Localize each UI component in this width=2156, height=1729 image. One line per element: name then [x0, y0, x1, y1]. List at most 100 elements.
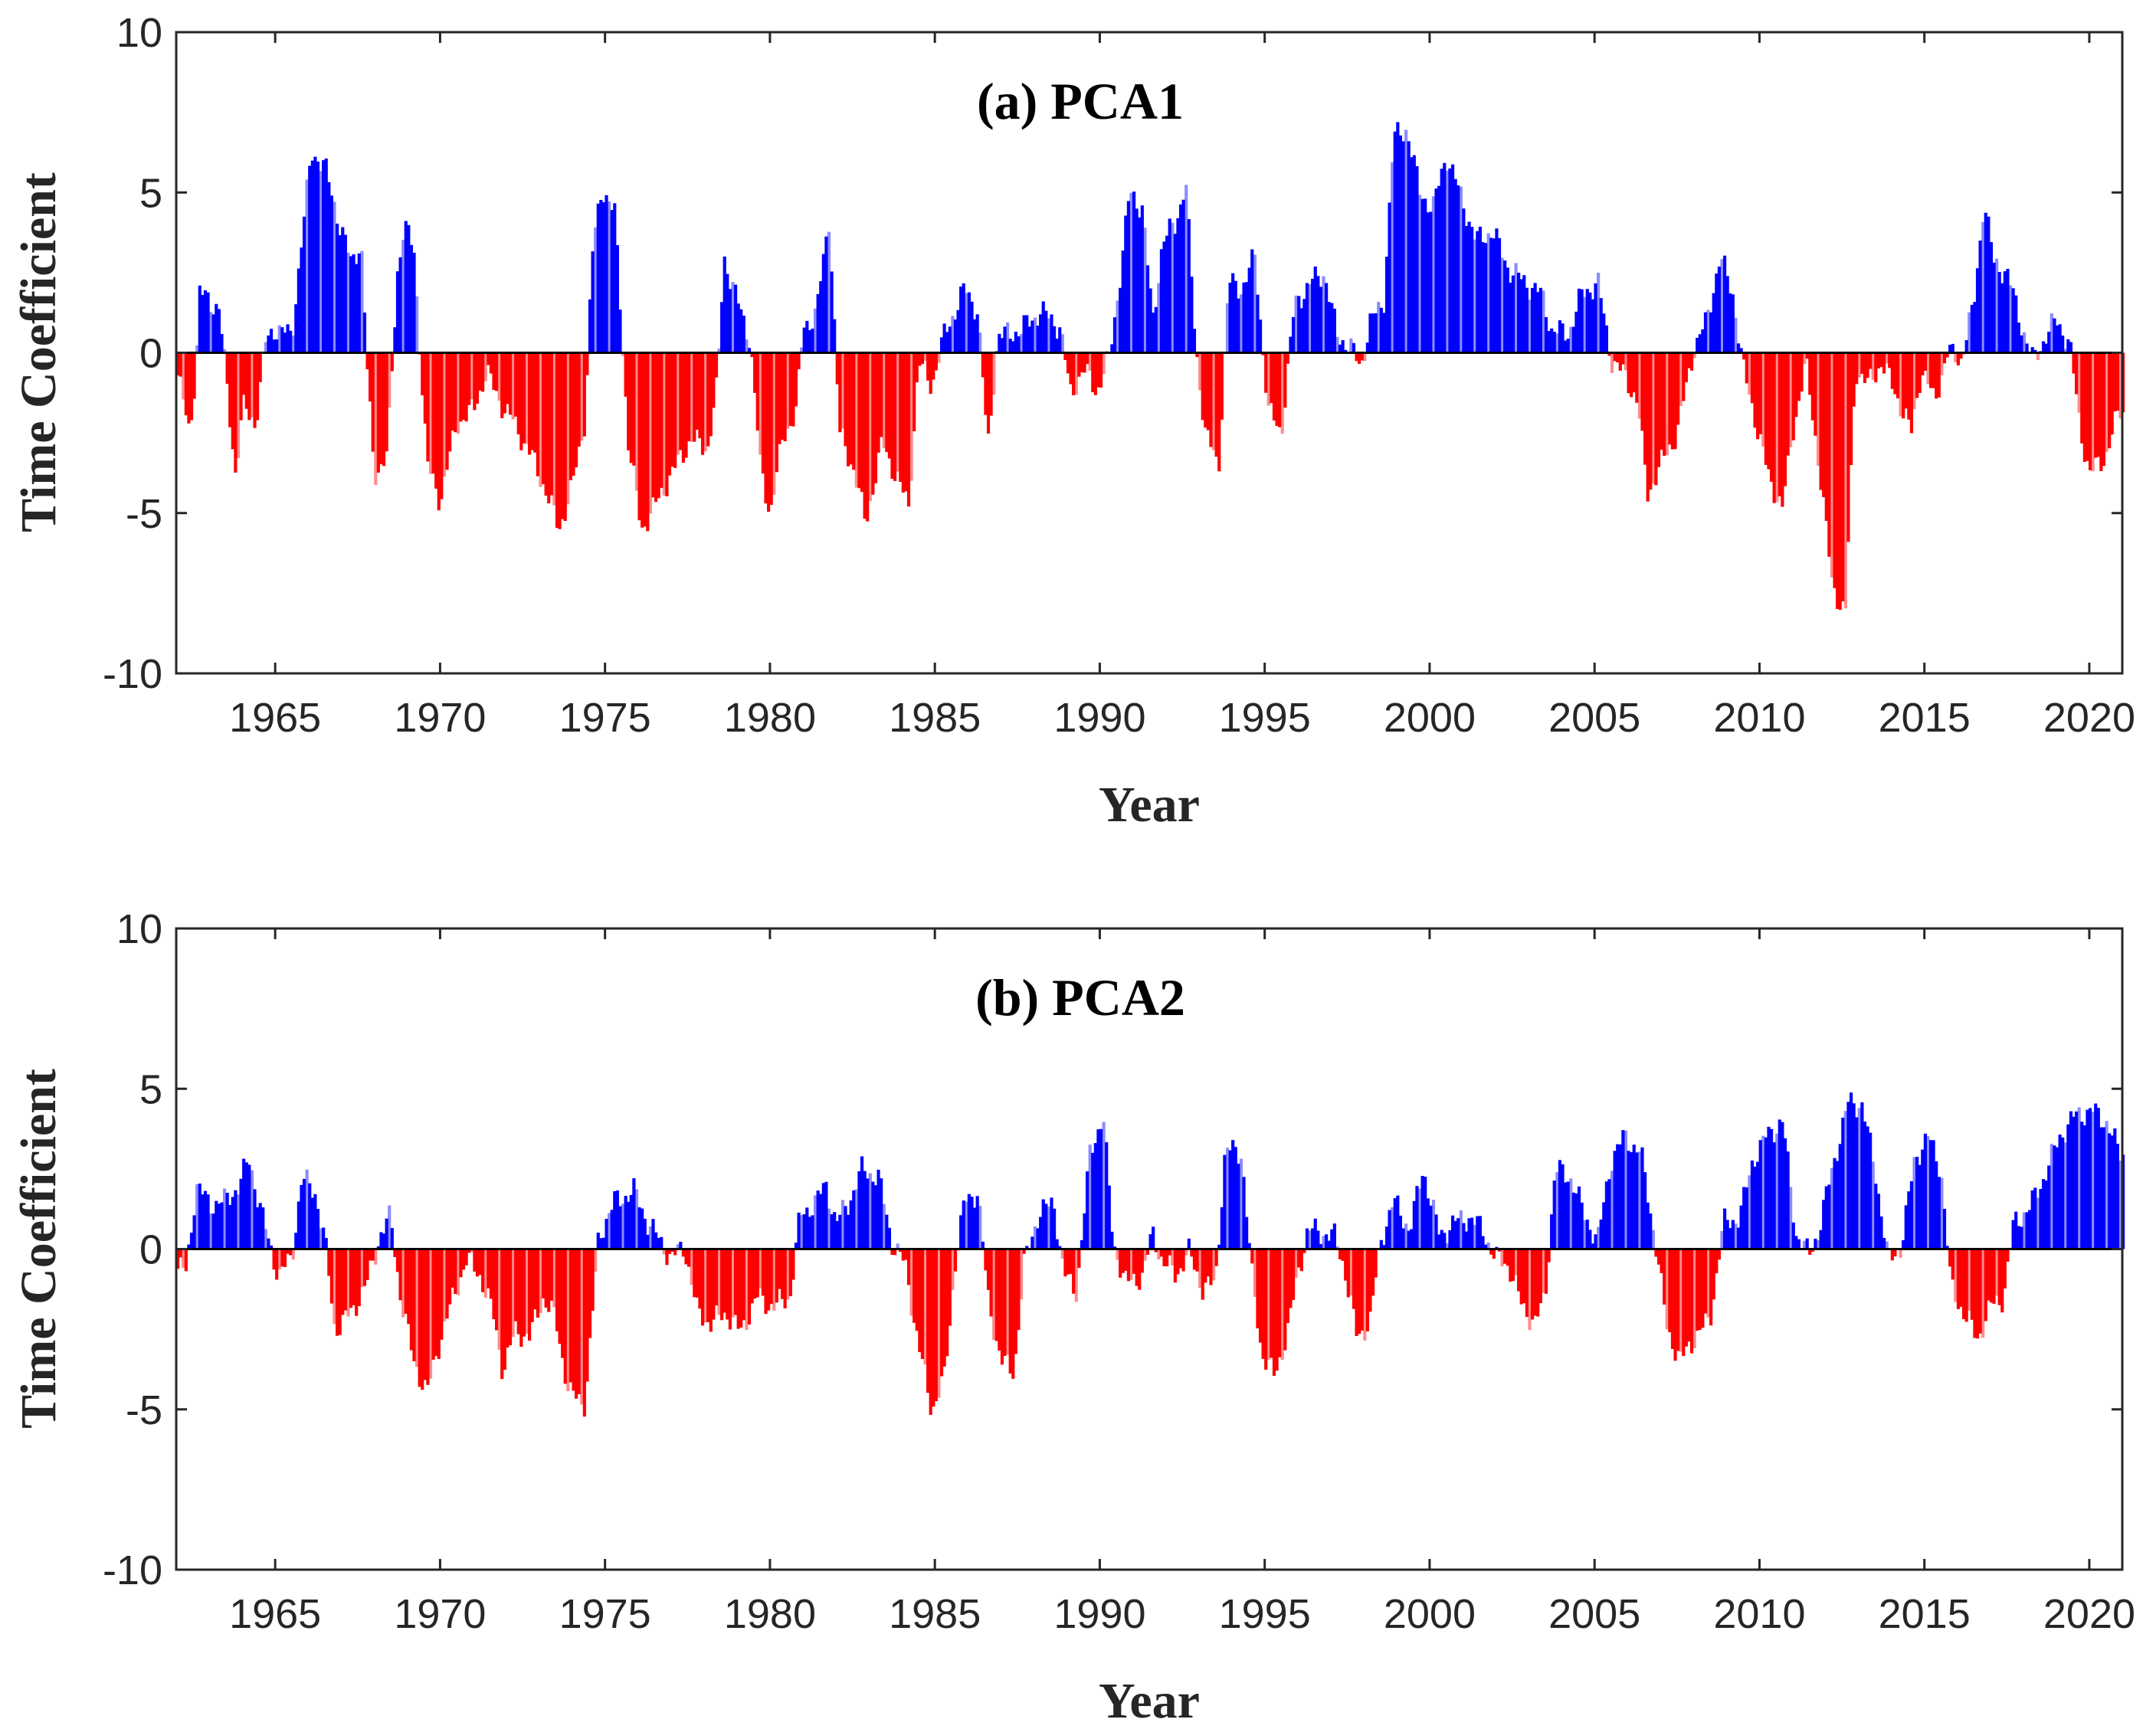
bar-pca1	[1918, 352, 1922, 393]
bar-pca2	[654, 1232, 658, 1249]
bar-pca2	[1989, 1249, 1994, 1303]
bar-pca2	[1550, 1214, 1554, 1249]
bar-pca2	[1904, 1205, 1908, 1249]
bar-pca1	[1561, 323, 1565, 353]
bar-pca1	[1253, 254, 1257, 353]
bar-pca1	[1294, 295, 1298, 353]
bar-pca1	[1715, 273, 1719, 353]
bar-pca2	[613, 1191, 617, 1249]
bar-pca2	[2088, 1108, 2092, 1249]
bar-pca2	[1533, 1249, 1537, 1316]
bar-pca1	[1928, 352, 1933, 388]
bar-pca1	[541, 352, 546, 485]
bar-pca2	[978, 1206, 982, 1249]
bar-pca1	[827, 231, 831, 353]
bar-pca2	[434, 1249, 438, 1357]
bar-pca2	[1660, 1249, 1663, 1273]
bar-pca2	[1360, 1249, 1364, 1331]
bar-pca1	[1311, 278, 1315, 353]
bar-pca1	[297, 268, 300, 353]
bar-pca2	[651, 1219, 655, 1249]
bar-pca2	[1327, 1240, 1331, 1249]
bar-pca1	[1478, 226, 1483, 353]
x-tick-label-pca2: 1985	[889, 1591, 981, 1637]
bar-pca1	[1942, 352, 1947, 364]
x-tick-label-pca1: 1965	[229, 695, 321, 741]
bar-pca2	[1341, 1249, 1345, 1261]
bar-pca2	[1767, 1126, 1771, 1249]
bar-pca2	[945, 1249, 949, 1357]
bar-pca1	[467, 352, 471, 405]
bar-pca2	[1096, 1129, 1100, 1249]
bar-pca2	[1379, 1239, 1383, 1249]
bar-pca2	[1517, 1249, 1521, 1292]
bar-pca2	[1192, 1249, 1197, 1270]
bar-pca1	[1398, 135, 1403, 353]
bar-pca1	[1756, 352, 1760, 440]
bar-pca2	[393, 1249, 397, 1257]
bar-pca2	[525, 1249, 529, 1334]
bar-pca1	[313, 156, 317, 353]
bar-pca1	[1148, 288, 1152, 353]
bar-pca2	[1981, 1249, 1985, 1338]
bar-pca2	[1445, 1243, 1449, 1249]
bar-pca2	[1119, 1249, 1122, 1278]
bar-pca1	[1368, 313, 1372, 353]
bar-pca1	[231, 352, 234, 450]
bar-pca2	[791, 1249, 795, 1280]
bar-pca2	[1932, 1140, 1935, 1249]
bar-pca1	[1607, 352, 1611, 356]
bar-pca2	[1338, 1249, 1342, 1259]
bar-pca1	[376, 352, 380, 473]
bar-pca1	[833, 319, 837, 353]
bar-pca1	[2094, 352, 2098, 458]
bar-pca2	[423, 1249, 427, 1380]
bar-pca2	[195, 1184, 199, 1249]
bar-pca2	[379, 1232, 383, 1249]
bar-pca1	[791, 352, 795, 427]
bar-pca1	[327, 182, 331, 353]
bar-pca1	[1689, 352, 1694, 371]
bar-pca2	[341, 1249, 345, 1315]
bar-pca2	[745, 1249, 749, 1330]
bar-pca2	[1489, 1249, 1493, 1255]
bar-pca1	[1344, 349, 1348, 353]
bar-pca2	[1566, 1181, 1570, 1249]
bar-pca2	[2033, 1187, 2037, 1249]
bar-pca2	[1692, 1249, 1696, 1348]
bar-pca2	[1308, 1230, 1312, 1249]
bar-pca1	[929, 352, 932, 395]
bar-pca1	[360, 251, 364, 353]
bar-pca2	[761, 1249, 765, 1296]
bar-pca1	[1909, 352, 1914, 434]
bar-pca2	[1462, 1223, 1466, 1249]
bar-pca1	[1522, 275, 1526, 353]
bar-pca1	[1143, 228, 1147, 353]
bar-pca1	[1948, 345, 1952, 353]
bar-pca2	[1703, 1249, 1708, 1314]
bar-pca1	[1902, 352, 1905, 419]
bar-pca2	[1464, 1231, 1469, 1249]
bar-pca1	[1132, 192, 1136, 353]
bar-pca1	[1393, 131, 1397, 353]
bar-pca2	[844, 1206, 847, 1249]
bar-pca1	[1014, 331, 1017, 353]
bar-pca1	[1937, 352, 1941, 398]
x-ticks-pca1: 1965 1970 1975 1980 1985 1990 1995 2000 2005 2010…	[229, 32, 2135, 741]
bar-pca2	[264, 1229, 267, 1249]
bar-pca2	[1299, 1249, 1303, 1272]
bar-pca1	[1663, 352, 1666, 456]
bar-pca1	[1563, 340, 1568, 353]
bar-pca2	[1841, 1117, 1845, 1249]
bar-pca2	[681, 1249, 686, 1257]
bar-pca2	[794, 1243, 798, 1249]
bar-pca2	[1129, 1249, 1133, 1280]
bar-pca1	[665, 352, 669, 496]
bar-pca2	[728, 1249, 732, 1330]
bar-pca2	[1431, 1200, 1436, 1249]
bar-pca2	[1789, 1187, 1793, 1249]
bar-pca1	[2053, 318, 2056, 353]
bar-pca2	[1275, 1249, 1279, 1371]
bar-pca2	[1388, 1210, 1391, 1249]
bar-pca2	[1846, 1102, 1850, 1249]
